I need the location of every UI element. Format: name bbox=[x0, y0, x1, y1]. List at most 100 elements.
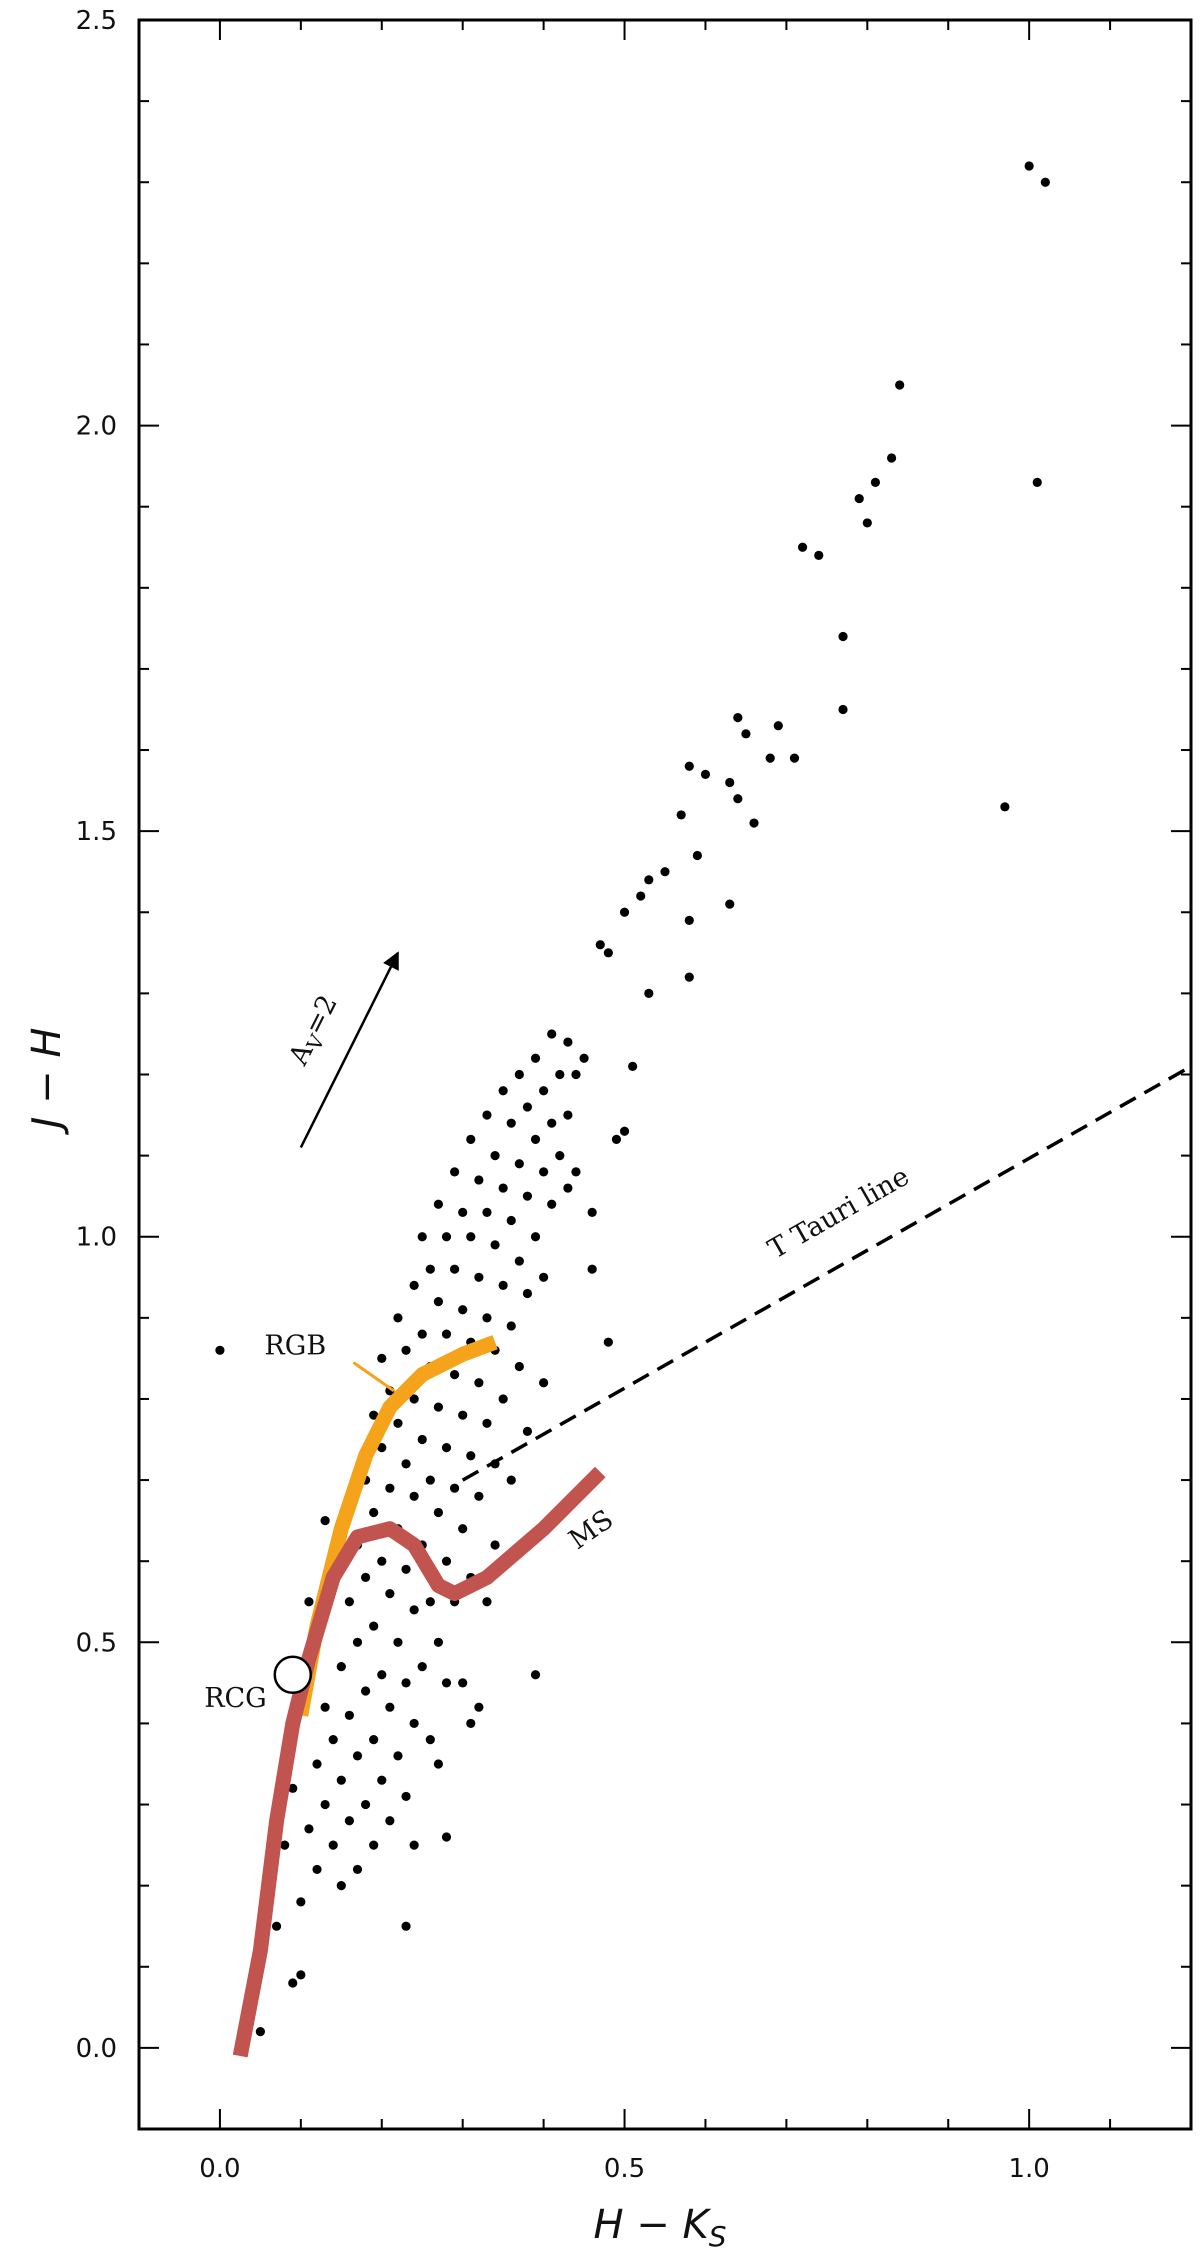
data-point bbox=[393, 1418, 403, 1428]
data-point bbox=[522, 1191, 533, 1201]
data-point bbox=[417, 1662, 427, 1672]
data-point bbox=[1040, 177, 1050, 187]
plot-area: 0.0 0.5 1.0 0.0 0.5 1.0 1.5 2.0 2.5 RGB MS T Tauri … bbox=[76, 6, 1193, 2184]
y-tick-label: 2.0 bbox=[76, 412, 117, 442]
data-point bbox=[539, 1272, 549, 1282]
data-point bbox=[433, 1507, 444, 1518]
data-point bbox=[433, 1402, 444, 1412]
data-point bbox=[490, 1240, 500, 1250]
data-point bbox=[360, 1686, 371, 1696]
data-point bbox=[401, 1564, 411, 1574]
data-point bbox=[482, 1597, 492, 1607]
data-point bbox=[336, 1662, 346, 1672]
data-point bbox=[789, 753, 800, 763]
x-axis-label: H − KS bbox=[593, 2202, 726, 2253]
data-point bbox=[547, 1029, 557, 1039]
data-point bbox=[409, 1840, 419, 1850]
y-tick-label: 0.5 bbox=[76, 1628, 117, 1658]
data-point bbox=[611, 1134, 622, 1144]
data-point bbox=[360, 1799, 371, 1810]
data-point bbox=[328, 1840, 338, 1850]
data-point bbox=[441, 1832, 452, 1842]
data-point bbox=[474, 1702, 484, 1712]
data-point bbox=[441, 1232, 452, 1242]
data-point bbox=[676, 810, 686, 820]
data-point bbox=[539, 1086, 549, 1096]
data-point bbox=[458, 1305, 468, 1315]
data-point bbox=[385, 1816, 395, 1826]
data-point bbox=[530, 1670, 541, 1680]
reddening-vector bbox=[299, 951, 400, 1149]
data-point bbox=[328, 1735, 338, 1745]
vector-label-tail: =2 bbox=[298, 990, 344, 1039]
data-point bbox=[1024, 161, 1034, 171]
data-point bbox=[385, 1589, 395, 1599]
data-point bbox=[369, 1410, 379, 1420]
data-point bbox=[765, 753, 775, 763]
y-tick-label: 1.5 bbox=[76, 817, 117, 847]
data-point bbox=[288, 1978, 298, 1988]
data-point bbox=[522, 1426, 533, 1437]
data-point bbox=[417, 1329, 427, 1339]
data-point bbox=[571, 1069, 581, 1080]
data-point bbox=[458, 1410, 468, 1420]
data-point bbox=[385, 1483, 395, 1493]
data-point bbox=[474, 1272, 484, 1282]
data-point bbox=[401, 1791, 411, 1802]
curve-label: MS bbox=[564, 1504, 620, 1556]
data-point bbox=[320, 1799, 330, 1810]
y-tick-label: 0.0 bbox=[76, 2034, 117, 2064]
data-point bbox=[474, 1175, 484, 1185]
data-point bbox=[312, 1864, 322, 1875]
data-point bbox=[555, 1069, 565, 1080]
data-point bbox=[401, 1921, 411, 1931]
data-point bbox=[441, 1556, 452, 1566]
data-point bbox=[304, 1597, 314, 1607]
data-point bbox=[886, 453, 897, 463]
data-point bbox=[547, 1199, 557, 1209]
data-point bbox=[482, 1207, 492, 1217]
data-point bbox=[587, 1207, 597, 1217]
data-point bbox=[644, 988, 654, 998]
data-point bbox=[441, 1329, 452, 1339]
y-tick-label: 2.5 bbox=[76, 6, 117, 36]
plot-frame bbox=[137, 18, 1193, 2131]
data-point bbox=[522, 1102, 533, 1112]
data-point bbox=[433, 1199, 444, 1209]
curve-label: RGB bbox=[264, 1330, 326, 1361]
data-point bbox=[344, 1816, 354, 1826]
data-point bbox=[854, 493, 864, 504]
data-point bbox=[352, 1864, 363, 1875]
data-point bbox=[425, 1597, 435, 1607]
data-point bbox=[304, 1824, 314, 1834]
data-point bbox=[644, 875, 654, 885]
data-point bbox=[1000, 802, 1010, 812]
vector-label: AV=2 bbox=[283, 990, 348, 1073]
data-point bbox=[506, 1215, 516, 1226]
data-point bbox=[660, 867, 670, 877]
data-point bbox=[838, 631, 848, 642]
data-point bbox=[619, 907, 630, 917]
data-point bbox=[595, 940, 605, 950]
data-point bbox=[288, 1783, 298, 1793]
data-point bbox=[530, 1232, 541, 1242]
data-point bbox=[360, 1572, 371, 1583]
data-point bbox=[393, 1751, 403, 1761]
data-point bbox=[401, 1678, 411, 1688]
data-point bbox=[409, 1280, 419, 1290]
data-point bbox=[498, 1394, 508, 1404]
data-point bbox=[441, 1443, 452, 1453]
data-point bbox=[450, 1483, 460, 1493]
data-point bbox=[466, 1134, 476, 1144]
rgb-leader bbox=[352, 1361, 395, 1393]
data-point bbox=[369, 1507, 379, 1518]
data-point bbox=[490, 1151, 500, 1161]
y-axis-label: J − H bbox=[24, 1028, 70, 1136]
data-point bbox=[725, 899, 735, 909]
data-point bbox=[628, 1061, 638, 1071]
data-point bbox=[377, 1556, 387, 1566]
data-point bbox=[352, 1637, 363, 1647]
data-point bbox=[215, 1345, 225, 1355]
data-point bbox=[603, 1337, 613, 1347]
x-tick-label: 0.5 bbox=[604, 2154, 645, 2184]
